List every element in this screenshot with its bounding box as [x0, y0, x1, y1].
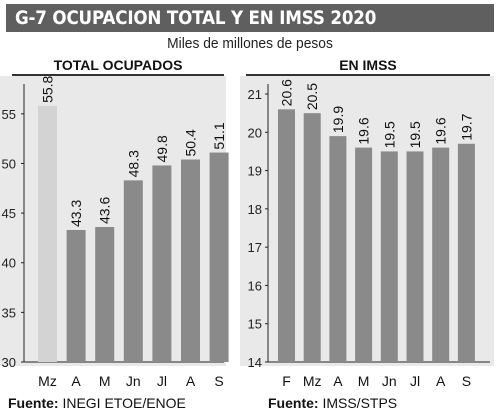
source-right: Fuente: IMSS/STPS — [268, 395, 397, 411]
bar-value-label: 49.8 — [154, 135, 170, 162]
bar — [278, 109, 295, 362]
bar-value-label: 20.6 — [279, 79, 295, 106]
bar-value-label: 19.6 — [356, 117, 372, 144]
bar — [329, 136, 347, 362]
x-tick-label: A — [186, 373, 196, 389]
source-left-text: INEGI ETOE/ENOE — [62, 395, 186, 411]
y-tick-label: 17 — [248, 240, 262, 255]
bar-value-label: 48.3 — [125, 150, 141, 177]
bar-value-label: 19.9 — [330, 106, 346, 133]
panel-title-total-ocupados: TOTAL OCUPADOS — [12, 56, 224, 76]
y-tick-label: 15 — [248, 317, 262, 332]
bar — [355, 147, 373, 362]
source-right-label: Fuente: — [268, 395, 319, 411]
y-tick-label: 14 — [248, 355, 262, 370]
bar — [123, 180, 143, 362]
x-tick-label: Jn — [382, 373, 397, 389]
y-tick-label: 55 — [2, 107, 16, 122]
bar-value-label: 19.6 — [433, 117, 449, 144]
bar — [38, 105, 57, 363]
bar-value-label: 43.3 — [68, 200, 84, 227]
x-tick-label: Mz — [303, 373, 322, 389]
y-tick-label: 21 — [248, 87, 262, 102]
y-tick-label: 16 — [248, 278, 262, 293]
bar-value-label: 20.5 — [304, 83, 320, 110]
bar — [209, 152, 229, 362]
bar-value-label: 43.6 — [97, 197, 113, 224]
source-right-text: IMSS/STPS — [322, 395, 398, 411]
x-tick-label: Mz — [38, 373, 57, 389]
x-tick-label: M — [358, 373, 370, 389]
chart-title: G-7 OCUPACION TOTAL Y EN IMSS 2020 — [15, 7, 377, 29]
x-tick-label: Jn — [126, 373, 141, 389]
x-tick-label: A — [333, 373, 343, 389]
bar — [95, 227, 115, 362]
x-tick-label: A — [436, 373, 446, 389]
bar — [380, 151, 398, 362]
y-tick-label: 19 — [248, 164, 262, 179]
x-tick-label: Jl — [410, 373, 420, 389]
y-tick-label: 35 — [2, 305, 16, 320]
y-tick-label: 18 — [248, 202, 262, 217]
source-left: Fuente: INEGI ETOE/ENOE — [8, 395, 186, 411]
bar-value-label: 50.4 — [183, 129, 199, 156]
bar — [181, 159, 200, 362]
source-left-label: Fuente: — [8, 395, 59, 411]
x-tick-label: A — [71, 373, 81, 389]
x-tick-label: Jl — [157, 373, 167, 389]
bar-value-label: 19.5 — [381, 121, 397, 148]
bar-value-label: 19.7 — [458, 113, 474, 140]
bar-value-label: 19.5 — [407, 121, 423, 148]
bar-value-label: 55.8 — [40, 75, 56, 102]
bar — [432, 147, 450, 362]
y-tick-label: 20 — [248, 125, 262, 140]
bar — [457, 143, 475, 362]
y-tick-label: 50 — [2, 156, 16, 171]
x-tick-label: S — [214, 373, 223, 389]
bar — [152, 165, 172, 362]
y-tick-label: 45 — [2, 206, 16, 221]
title-bar: G-7 OCUPACION TOTAL Y EN IMSS 2020 — [6, 4, 494, 32]
bar — [303, 113, 321, 363]
y-tick-label: 30 — [2, 355, 16, 370]
chart-subtitle: Miles de millones de pesos — [167, 35, 333, 52]
bar — [406, 151, 424, 362]
x-tick-label: M — [99, 373, 111, 389]
bar-value-label: 51.1 — [211, 122, 227, 149]
x-tick-label: F — [282, 373, 291, 389]
bar — [66, 229, 86, 362]
panel-title-en-imss: EN IMSS — [246, 56, 490, 76]
x-tick-label: S — [462, 373, 471, 389]
y-tick-label: 40 — [2, 256, 16, 271]
